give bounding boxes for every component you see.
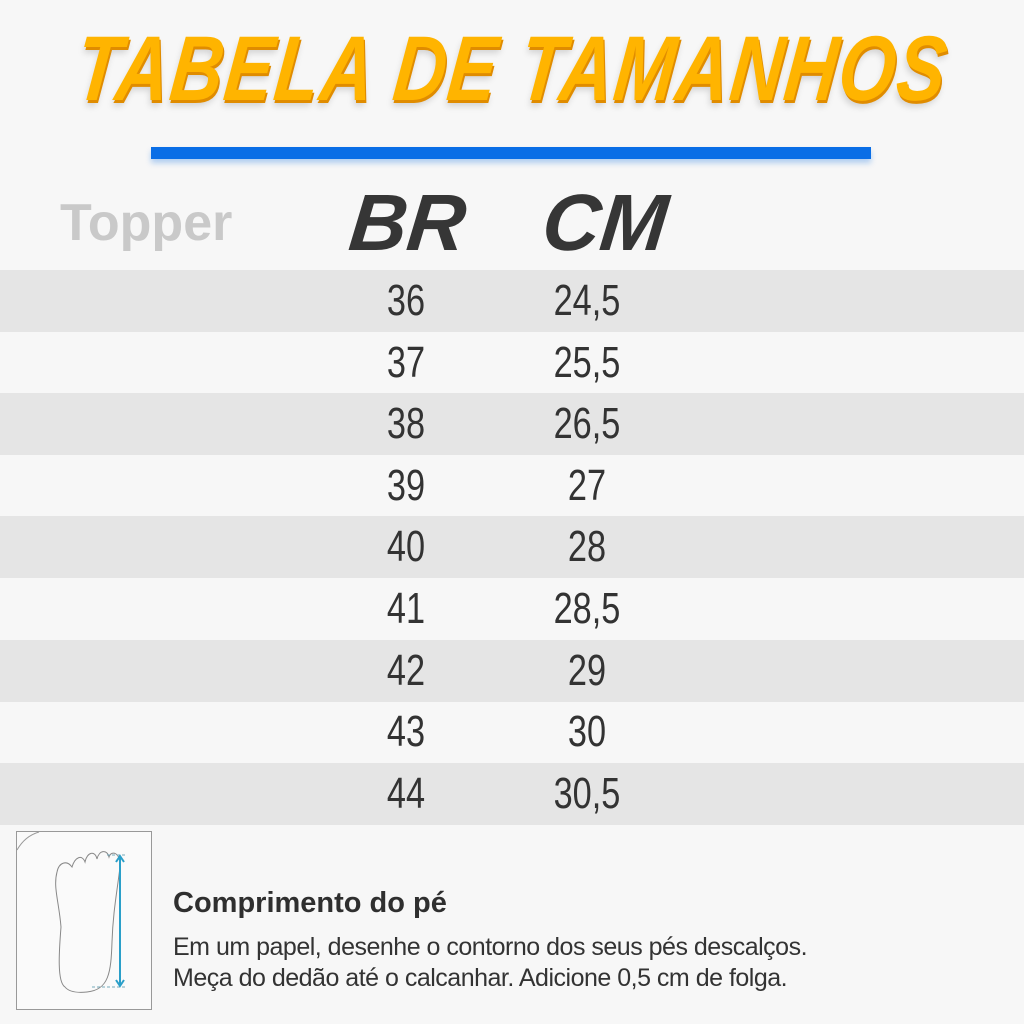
br-size: 42 bbox=[386, 645, 426, 695]
br-size: 37 bbox=[386, 337, 426, 387]
br-size: 40 bbox=[386, 522, 426, 572]
br-size: 44 bbox=[386, 768, 426, 818]
br-size: 43 bbox=[386, 707, 426, 757]
br-size: 39 bbox=[386, 460, 426, 510]
table-row: 39 27 bbox=[0, 455, 1024, 517]
cm-length: 26,5 bbox=[553, 399, 621, 449]
cm-length: 29 bbox=[567, 645, 607, 695]
note-line-1: Em um papel, desenhe o contorno dos seus… bbox=[173, 933, 808, 961]
table-row: 44 30,5 bbox=[0, 762, 1024, 825]
br-size: 41 bbox=[386, 584, 426, 633]
table-row: 36 24,5 bbox=[0, 270, 1024, 332]
cm-length: 28 bbox=[567, 522, 607, 572]
divider bbox=[151, 147, 871, 159]
cm-length: 27 bbox=[567, 460, 607, 510]
table-row: 41 28,5 bbox=[0, 578, 1024, 640]
brand-logo: Topper bbox=[60, 194, 233, 252]
cm-length: 25,5 bbox=[553, 337, 621, 387]
table-row: 43 30 bbox=[0, 701, 1024, 763]
br-size: 36 bbox=[386, 276, 426, 325]
cm-length: 24,5 bbox=[553, 276, 621, 325]
table-row: 37 25,5 bbox=[0, 332, 1024, 394]
note-title: Comprimento do pé bbox=[173, 887, 447, 919]
note-line-2: Meça do dedão até o calcanhar. Adicione … bbox=[173, 964, 788, 992]
table-row: 40 28 bbox=[0, 516, 1024, 579]
column-header-cm: CM bbox=[538, 178, 673, 267]
page-title: TABELA DE TAMANHOS bbox=[70, 18, 954, 120]
column-header-br: BR bbox=[345, 178, 471, 267]
table-row: 42 29 bbox=[0, 639, 1024, 702]
cm-length: 28,5 bbox=[553, 584, 621, 633]
cm-length: 30,5 bbox=[553, 768, 621, 818]
foot-measure-icon bbox=[16, 831, 152, 1010]
cm-length: 30 bbox=[567, 707, 607, 757]
br-size: 38 bbox=[386, 399, 426, 449]
table-row: 38 26,5 bbox=[0, 393, 1024, 456]
